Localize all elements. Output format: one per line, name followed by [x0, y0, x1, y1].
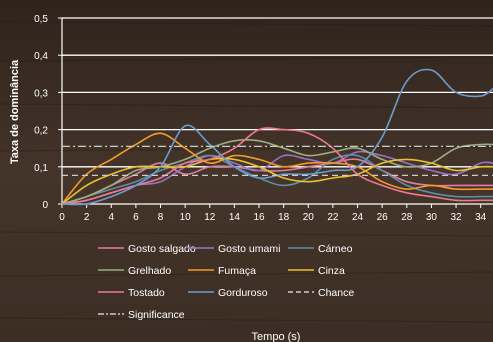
- y-tick-labels: 0 0,1 0,2 0,3 0,4 0,5: [34, 14, 62, 211]
- y-axis-label: Taxa de dominância: [9, 59, 21, 164]
- y-tick-label: 0,3: [34, 88, 48, 99]
- x-tick-label: 22: [327, 212, 339, 223]
- x-axis-label: Tempo (s): [252, 331, 301, 342]
- y-tick-label: 0,5: [34, 14, 48, 25]
- legend-label-gosto-umami: Gosto umami: [218, 243, 280, 255]
- x-tick-label: 12: [204, 212, 216, 223]
- x-tick-label: 34: [475, 212, 487, 223]
- legend-label-carneo: Cárneo: [318, 243, 353, 255]
- legend: Gosto salgado Gosto umami Cárneo Grelhado Fu…: [98, 243, 354, 321]
- x-tick-label: 28: [401, 212, 413, 223]
- x-tick-label: 8: [158, 212, 164, 223]
- series-lines: [61, 68, 493, 206]
- x-tick-label: 18: [278, 212, 290, 223]
- wood-grain: [0, 21, 493, 323]
- x-tick-label: 24: [352, 212, 364, 223]
- y-tick-label: 0,4: [34, 51, 48, 62]
- legend-label-cinza: Cinza: [318, 265, 345, 277]
- x-tick-label: 6: [133, 212, 139, 223]
- x-tick-label: 4: [108, 212, 114, 223]
- series-line-gorduroso: [61, 68, 493, 206]
- y-tick-label: 0,1: [34, 163, 48, 174]
- series-line-cinza: [61, 157, 493, 205]
- axes: [61, 18, 493, 205]
- x-tick-label: 32: [450, 212, 462, 223]
- x-tick-label: 20: [303, 212, 315, 223]
- legend-label-fumaca: Fumaça: [218, 265, 256, 277]
- y-tick-label: 0: [42, 200, 48, 211]
- legend-label-significance: Significance: [128, 309, 185, 321]
- x-tick-label: 30: [426, 212, 438, 223]
- series-line-carneo: [61, 154, 493, 205]
- legend-label-tostado: Tostado: [128, 287, 165, 299]
- legend-label-gosto-salgado: Gosto salgado: [128, 243, 196, 255]
- legend-label-grelhado: Grelhado: [128, 265, 171, 277]
- y-tick-label: 0,2: [34, 126, 48, 137]
- x-tick-label: 2: [84, 212, 90, 223]
- x-tick-label: 26: [377, 212, 389, 223]
- x-tick-labels: 0 2 4 6 8 10 12 14 16 18 20 22 24 26 28 30 32 34: [59, 204, 487, 223]
- x-tick-label: 14: [229, 212, 241, 223]
- x-tick-label: 16: [253, 212, 265, 223]
- legend-label-chance: Chance: [318, 287, 354, 299]
- series-line-fumaca: [61, 132, 493, 205]
- x-tick-label: 0: [59, 212, 65, 223]
- legend-label-gorduroso: Gorduroso: [218, 287, 268, 299]
- x-tick-label: 10: [180, 212, 192, 223]
